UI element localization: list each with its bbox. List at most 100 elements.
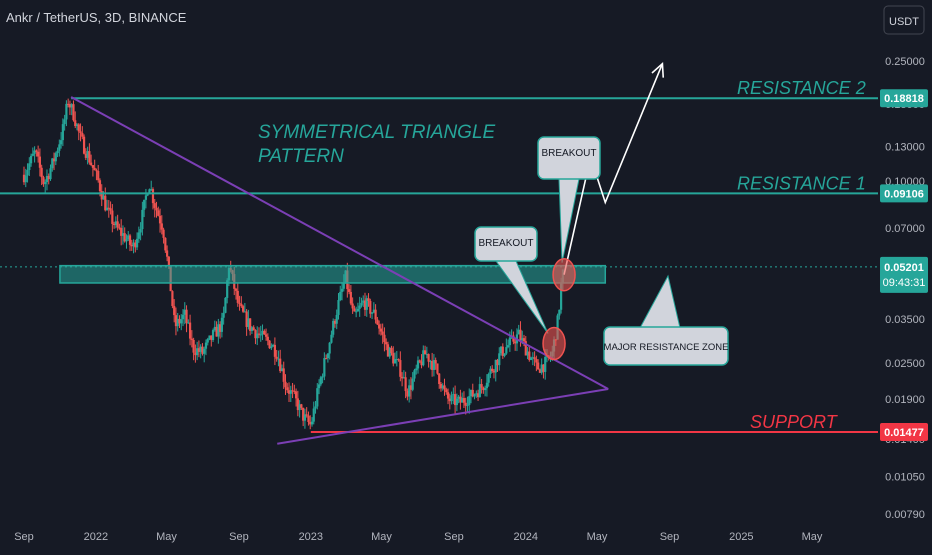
- candle-body: [174, 315, 178, 327]
- candle-body: [427, 354, 430, 362]
- candle-body: [187, 322, 190, 324]
- y-tick-label: 0.02500: [885, 358, 925, 370]
- candle-body: [148, 189, 151, 195]
- candle-body: [365, 298, 368, 310]
- candle-body: [409, 385, 413, 390]
- candle-body: [93, 167, 96, 171]
- x-tick-label: 2022: [84, 531, 108, 543]
- breakout-marker[interactable]: [542, 326, 566, 361]
- pattern-title: PATTERN: [258, 146, 344, 167]
- candle-body: [188, 322, 192, 339]
- candle-body: [203, 348, 206, 354]
- candle-body: [436, 363, 439, 374]
- candle-body: [468, 396, 471, 406]
- candle-body: [208, 335, 211, 339]
- candle-body: [294, 391, 298, 399]
- candle-body: [95, 170, 98, 172]
- breakout-callout[interactable]: [474, 226, 538, 262]
- candle-body: [349, 291, 352, 304]
- candle-body: [213, 326, 216, 331]
- candle-body: [323, 358, 326, 377]
- price-axis[interactable]: 0.250000.180000.130000.100000.070000.050…: [880, 56, 928, 521]
- candle-body: [277, 358, 280, 360]
- candle-body: [431, 361, 434, 370]
- candle-body: [524, 341, 527, 356]
- triangle-trendline[interactable]: [277, 387, 609, 445]
- candle-body: [439, 384, 443, 389]
- candle-body: [146, 194, 149, 196]
- candle-body: [434, 360, 437, 364]
- x-tick-label: Sep: [444, 531, 464, 543]
- candle-body: [448, 398, 451, 402]
- candle-body: [351, 303, 354, 309]
- candle-body: [423, 350, 427, 355]
- candle-body: [381, 331, 384, 335]
- candle-body: [404, 377, 407, 392]
- time-axis[interactable]: Sep 2022 May Sep 2023 May Sep 2024 May Sep 2025 May: [14, 531, 823, 543]
- candle-body: [445, 389, 448, 393]
- currency-button-label[interactable]: USDT: [889, 16, 919, 28]
- candle-body: [337, 300, 340, 315]
- candle-body: [61, 124, 64, 141]
- x-tick-label: 2025: [729, 531, 753, 543]
- candle-body: [217, 324, 220, 337]
- candle-body: [130, 244, 133, 247]
- candle-body: [356, 308, 360, 312]
- candle-body: [492, 371, 496, 373]
- breakout-marker[interactable]: [552, 257, 576, 292]
- candle-body: [192, 339, 195, 353]
- candle-body: [317, 384, 321, 389]
- symbol-title: Ankr / TetherUS, 3D, BINANCE: [6, 10, 187, 25]
- candle-body: [180, 319, 183, 324]
- breakout-callout[interactable]: [537, 136, 601, 180]
- candle-body: [132, 242, 135, 247]
- y-tick-label: 0.01900: [885, 394, 925, 406]
- candle-body: [438, 373, 441, 385]
- price-tag-label: 0.01477: [884, 427, 924, 439]
- candle-body: [508, 337, 511, 346]
- candle-body: [480, 384, 483, 388]
- candle-body: [157, 210, 160, 216]
- candle-body: [47, 175, 50, 180]
- candle-body: [201, 346, 204, 354]
- candle-body: [298, 404, 301, 411]
- candle-body: [279, 358, 282, 372]
- candle-body: [386, 344, 390, 357]
- candle-body: [121, 233, 125, 236]
- triangle-trendline[interactable]: [70, 96, 609, 390]
- currency-button[interactable]: [883, 5, 925, 35]
- candle-body: [287, 390, 291, 394]
- candle-body: [215, 326, 218, 337]
- projection-arrow[interactable]: [563, 63, 664, 275]
- candle-body: [367, 298, 370, 301]
- x-tick-label: Sep: [229, 531, 249, 543]
- candle-body: [388, 347, 391, 357]
- candle-body: [507, 345, 510, 348]
- x-tick-label: 2024: [514, 531, 538, 543]
- candle-body: [44, 182, 47, 185]
- candle-body: [325, 358, 328, 360]
- zone-callout[interactable]: [603, 326, 729, 366]
- candle-body: [114, 221, 117, 226]
- candle-body: [158, 215, 162, 224]
- candle-body: [459, 396, 462, 403]
- candle-body: [305, 414, 308, 416]
- candle-body: [307, 415, 310, 422]
- resistance-zone[interactable]: [59, 264, 607, 284]
- breakout-label: BREAKOUT: [478, 238, 533, 249]
- candle-body: [319, 377, 322, 385]
- candle-body: [226, 280, 229, 298]
- candle-body: [538, 369, 542, 373]
- candle-body: [109, 208, 112, 211]
- candle-body: [116, 221, 119, 228]
- candle-body: [135, 238, 139, 248]
- candle-body: [526, 351, 529, 356]
- candle-body: [40, 167, 43, 178]
- candle-body: [376, 319, 379, 325]
- candle-body: [390, 347, 393, 354]
- candle-body: [90, 162, 93, 166]
- candle-body: [206, 338, 209, 343]
- candle-body: [300, 404, 303, 408]
